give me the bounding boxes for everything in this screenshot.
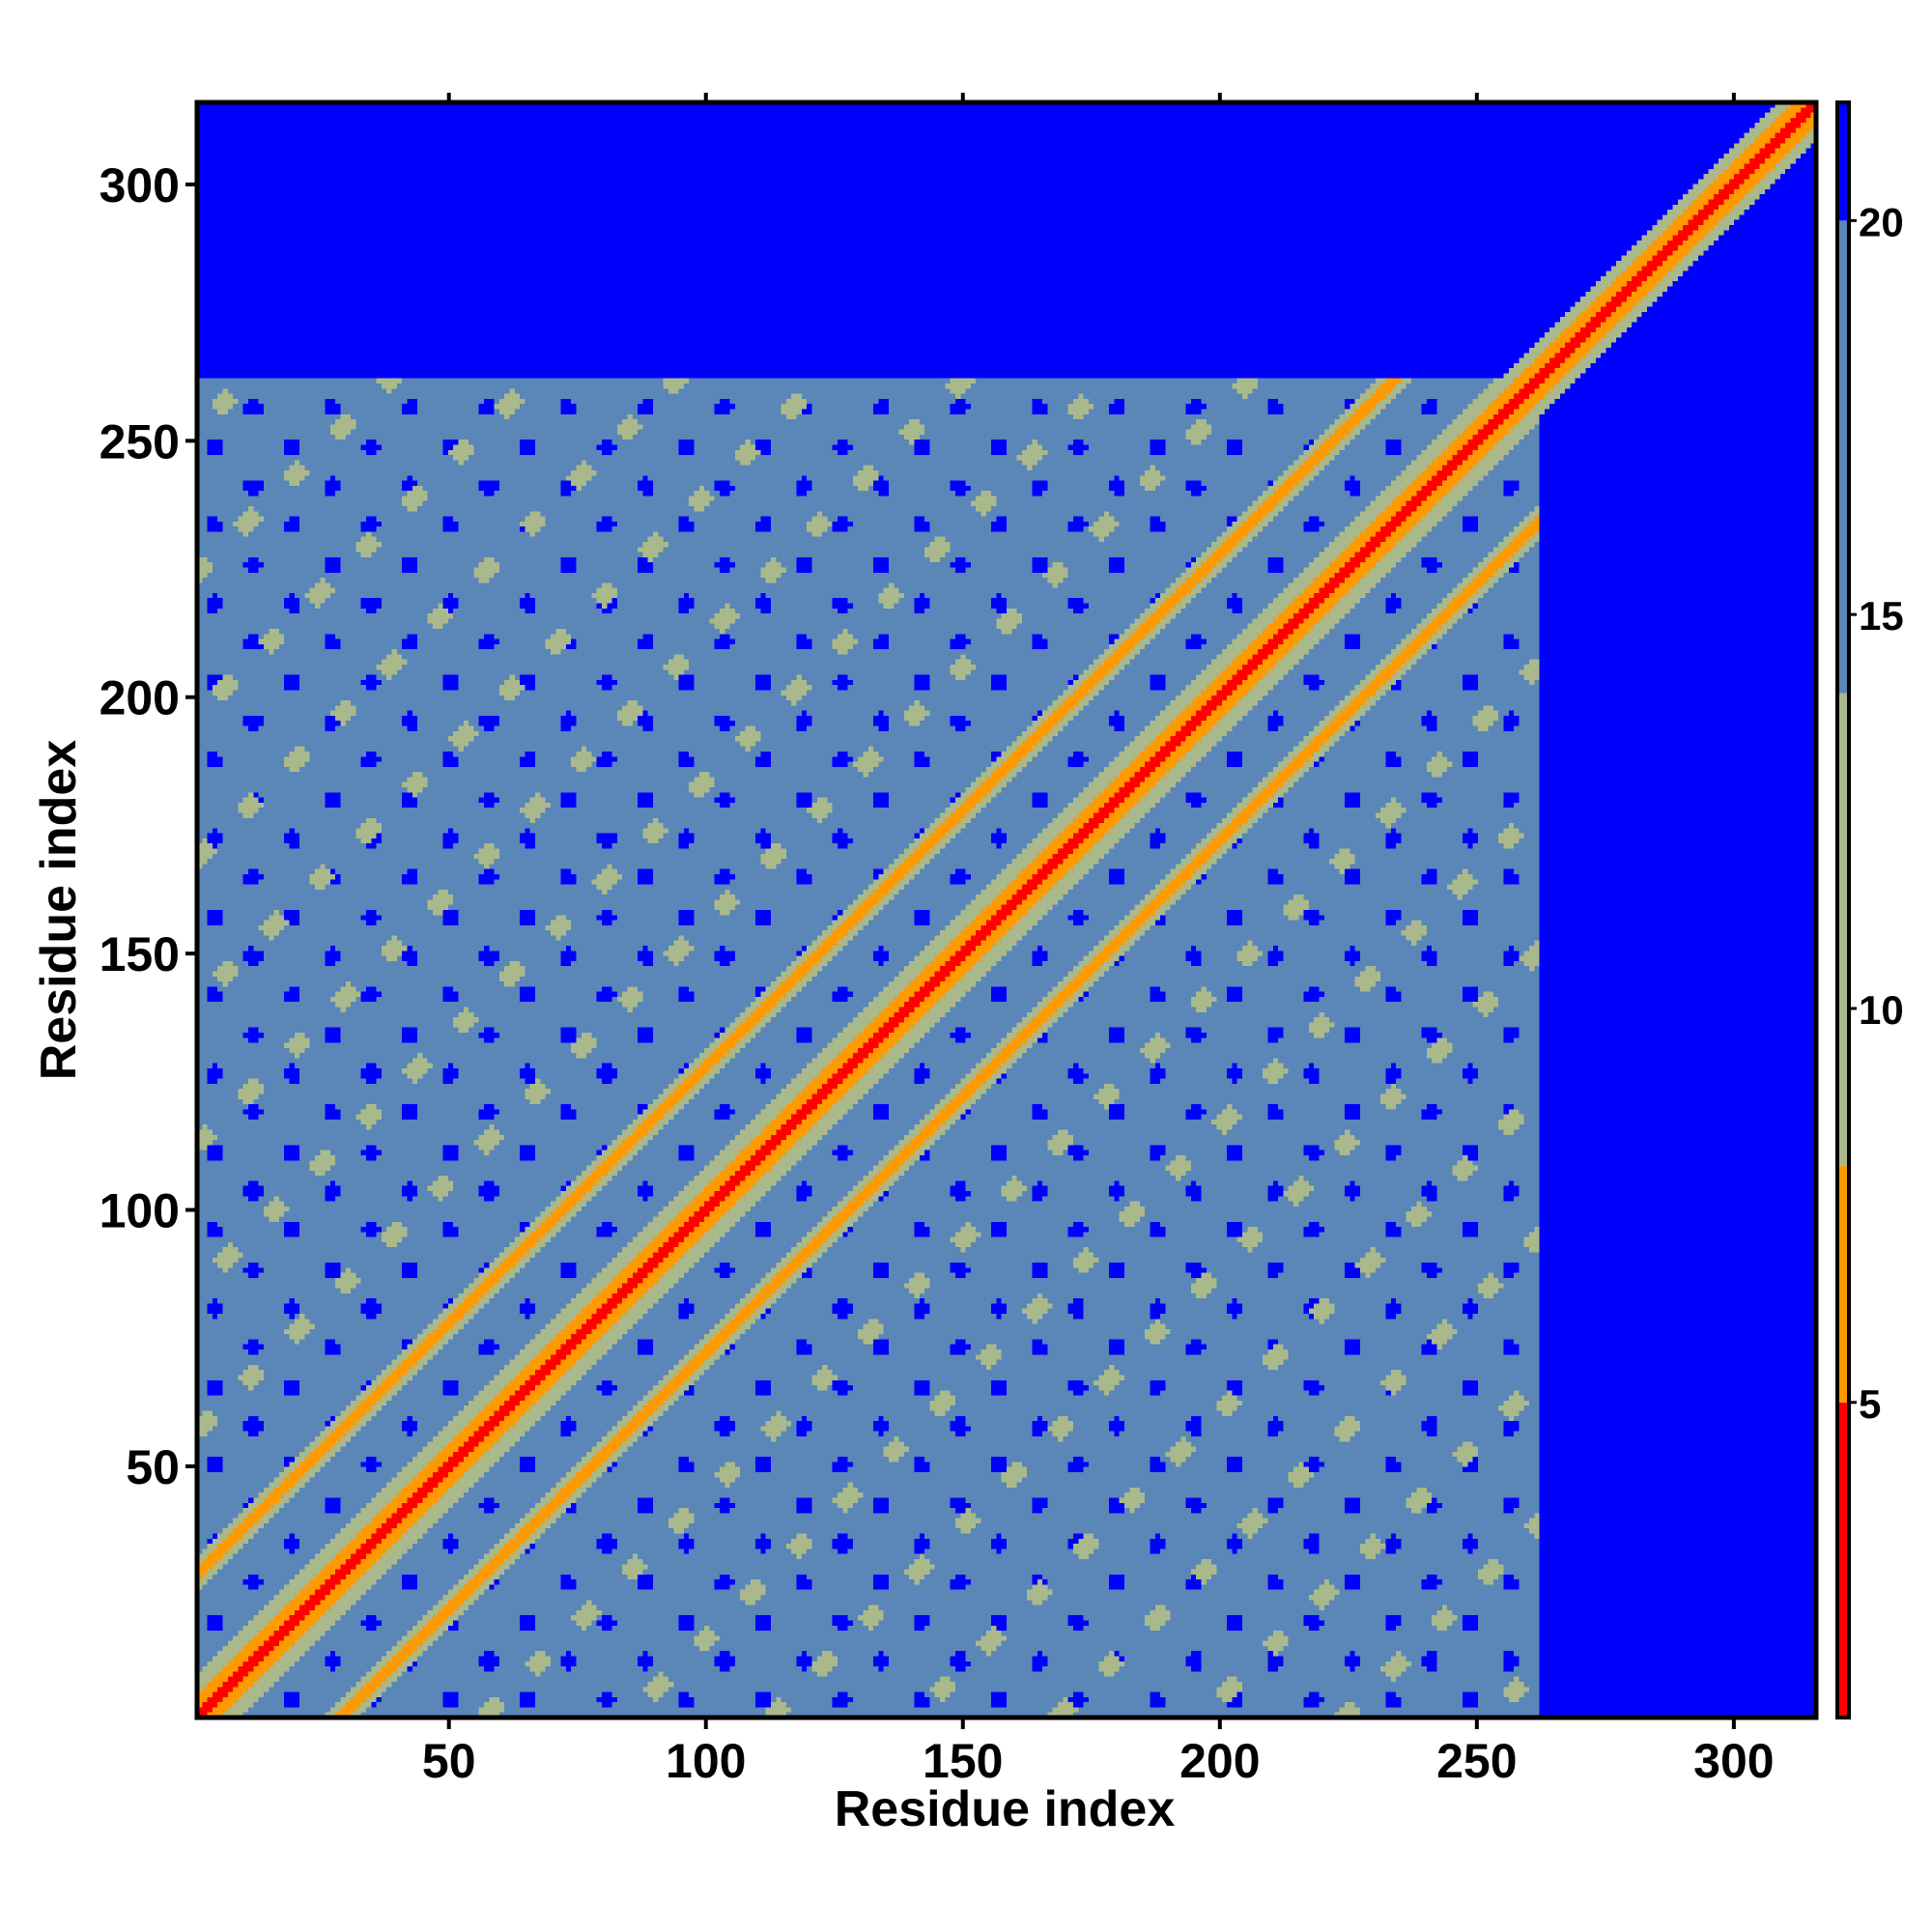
- colorbar-segment: [1837, 220, 1849, 694]
- x-tick-label: 50: [422, 1734, 476, 1788]
- colorbar-tick-label: 5: [1859, 1381, 1881, 1427]
- colorbar-segment: [1837, 1402, 1849, 1718]
- y-axis-label: Residue index: [31, 740, 87, 1081]
- x-axis-ticks: 50 100 150 200 250 300: [422, 93, 1775, 1788]
- y-tick-label: 200: [99, 671, 180, 725]
- y-tick-label: 100: [99, 1184, 180, 1238]
- y-tick-label: 300: [99, 158, 180, 213]
- plot-frame: [194, 99, 1819, 1720]
- colorbar-frame: [1835, 100, 1851, 1719]
- colorbar: 5 10 15 20: [1835, 100, 1904, 1719]
- colorbar-segment: [1837, 102, 1849, 221]
- colorbar-tick-label: 15: [1859, 593, 1904, 639]
- heatmap: [197, 102, 1816, 1718]
- colorbar-tick-label: 20: [1859, 199, 1904, 244]
- y-tick-label: 150: [99, 927, 180, 981]
- x-tick-label: 200: [1179, 1734, 1260, 1788]
- y-tick-label: 50: [126, 1440, 180, 1494]
- x-axis-label: Residue index: [835, 1781, 1176, 1837]
- x-tick-label: 100: [666, 1734, 746, 1788]
- x-tick-label: 150: [923, 1734, 1003, 1788]
- colorbar-segment: [1837, 1166, 1849, 1403]
- colorbar-segment: [1837, 693, 1849, 1167]
- x-tick-label: 300: [1693, 1734, 1774, 1788]
- heatmap-image: [197, 102, 1816, 1718]
- colorbar-tick-label: 10: [1859, 987, 1904, 1033]
- y-tick-label: 250: [99, 414, 180, 469]
- y-axis-ticks: 50 100 150 200 250 300: [99, 158, 197, 1494]
- x-tick-label: 250: [1436, 1734, 1517, 1788]
